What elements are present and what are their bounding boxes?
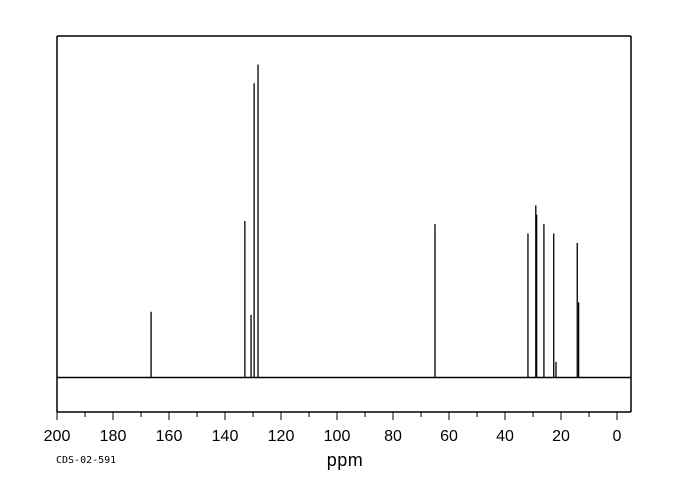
x-axis-tick-label: 120 — [268, 428, 295, 445]
x-axis-tick-label: 140 — [212, 428, 239, 445]
x-axis-unit-label: ppm — [326, 450, 364, 470]
x-axis-tick-label: 60 — [440, 428, 458, 445]
x-axis-tick-label: 0 — [613, 428, 622, 445]
sample-id-label: CDS-02-591 — [56, 455, 117, 466]
x-axis-tick-label: 80 — [384, 428, 402, 445]
x-axis-tick-label: 20 — [552, 428, 570, 445]
x-axis-tick-label: 100 — [324, 428, 351, 445]
x-axis-tick-label: 180 — [100, 428, 127, 445]
x-axis-tick-label: 160 — [156, 428, 183, 445]
x-axis-tick-label: 40 — [496, 428, 514, 445]
x-axis-tick-label: 200 — [44, 428, 71, 445]
